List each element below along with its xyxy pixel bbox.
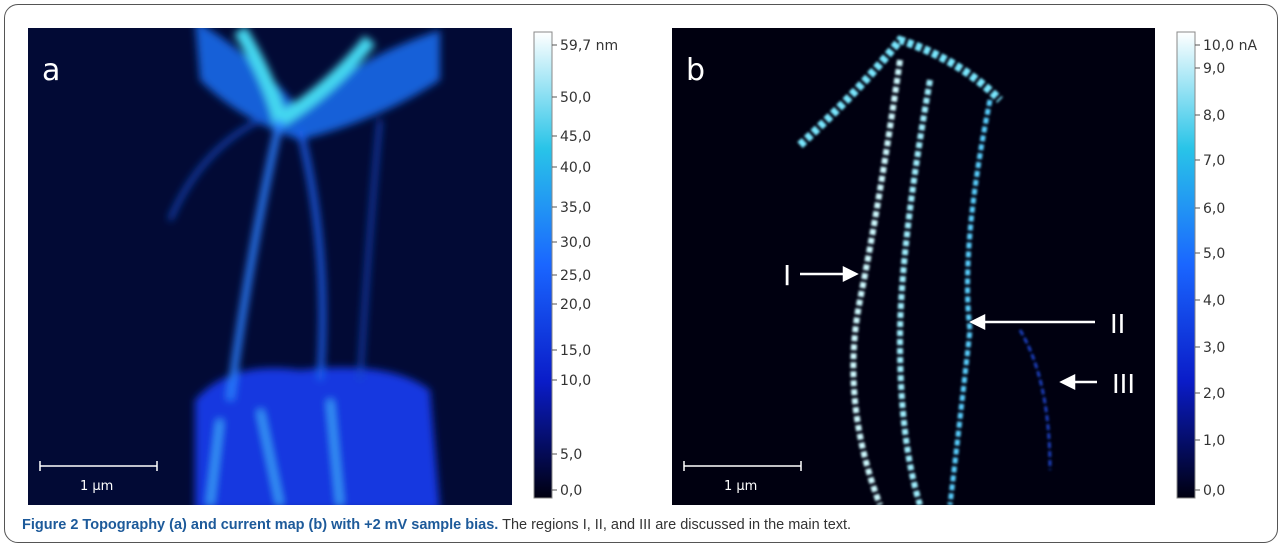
colorbar-label: 7,0 bbox=[1203, 153, 1225, 169]
colorbar-label: 30,0 bbox=[560, 235, 591, 251]
caption-title: Figure 2 Topography (a) and current map … bbox=[22, 517, 499, 533]
colorbar-label: 0,0 bbox=[1203, 483, 1225, 499]
figure-frame bbox=[4, 4, 1278, 543]
colorbar-label: 5,0 bbox=[560, 447, 582, 463]
caption-text: The regions I, II, and III are discussed… bbox=[502, 517, 852, 533]
arrow-head bbox=[842, 265, 859, 283]
colorbar-label: 59,7 nm bbox=[560, 38, 618, 54]
colorbar-label: 15,0 bbox=[560, 343, 591, 359]
colorbar-label: 35,0 bbox=[560, 200, 591, 216]
filaments bbox=[797, 35, 1052, 505]
colorbar-label: 2,0 bbox=[1203, 386, 1225, 402]
caption: Figure 2 Topography (a) and current map … bbox=[22, 517, 851, 533]
figure: a 1 µm 59,7 nm 50,0 45,0 40,0 35,0 30,0 25,0 20,0… bbox=[28, 28, 1257, 505]
colorbar-label: 3,0 bbox=[1203, 340, 1225, 356]
colorbar-label: 0,0 bbox=[560, 483, 582, 499]
topography-image bbox=[28, 28, 512, 505]
filaments bbox=[168, 28, 440, 505]
arrow-head bbox=[969, 313, 986, 331]
colorbar-label: 20,0 bbox=[560, 297, 591, 313]
arrow-head bbox=[1059, 373, 1076, 391]
colorbar-label: 9,0 bbox=[1203, 61, 1225, 77]
colorbar-label: 25,0 bbox=[560, 268, 591, 284]
region-label: III bbox=[1112, 370, 1135, 400]
colorbar-label: 6,0 bbox=[1203, 201, 1225, 217]
colorbar-label: 1,0 bbox=[1203, 433, 1225, 449]
scale-bar-label: 1 µm bbox=[80, 479, 113, 494]
colorbar-label: 10,0 bbox=[560, 373, 591, 389]
colorbar-label: 40,0 bbox=[560, 160, 591, 176]
colorbar-label: 45,0 bbox=[560, 129, 591, 145]
colorbar-label: 5,0 bbox=[1203, 246, 1225, 262]
colorbar-label: 4,0 bbox=[1203, 293, 1225, 309]
colorbar bbox=[1176, 31, 1196, 499]
current-map-image bbox=[672, 28, 1155, 505]
colorbar bbox=[533, 31, 553, 499]
colorbar-label: 50,0 bbox=[560, 90, 591, 106]
scale-bar-label: 1 µm bbox=[724, 479, 757, 494]
colorbar-label: 10,0 nA bbox=[1203, 38, 1257, 54]
colorbar-label: 8,0 bbox=[1203, 108, 1225, 124]
panel-label: b bbox=[686, 53, 705, 88]
region-label: I bbox=[783, 259, 791, 292]
region-label: II bbox=[1110, 310, 1125, 340]
image-background bbox=[672, 28, 1155, 505]
arrows bbox=[800, 265, 1097, 391]
panel-label: a bbox=[42, 53, 60, 88]
